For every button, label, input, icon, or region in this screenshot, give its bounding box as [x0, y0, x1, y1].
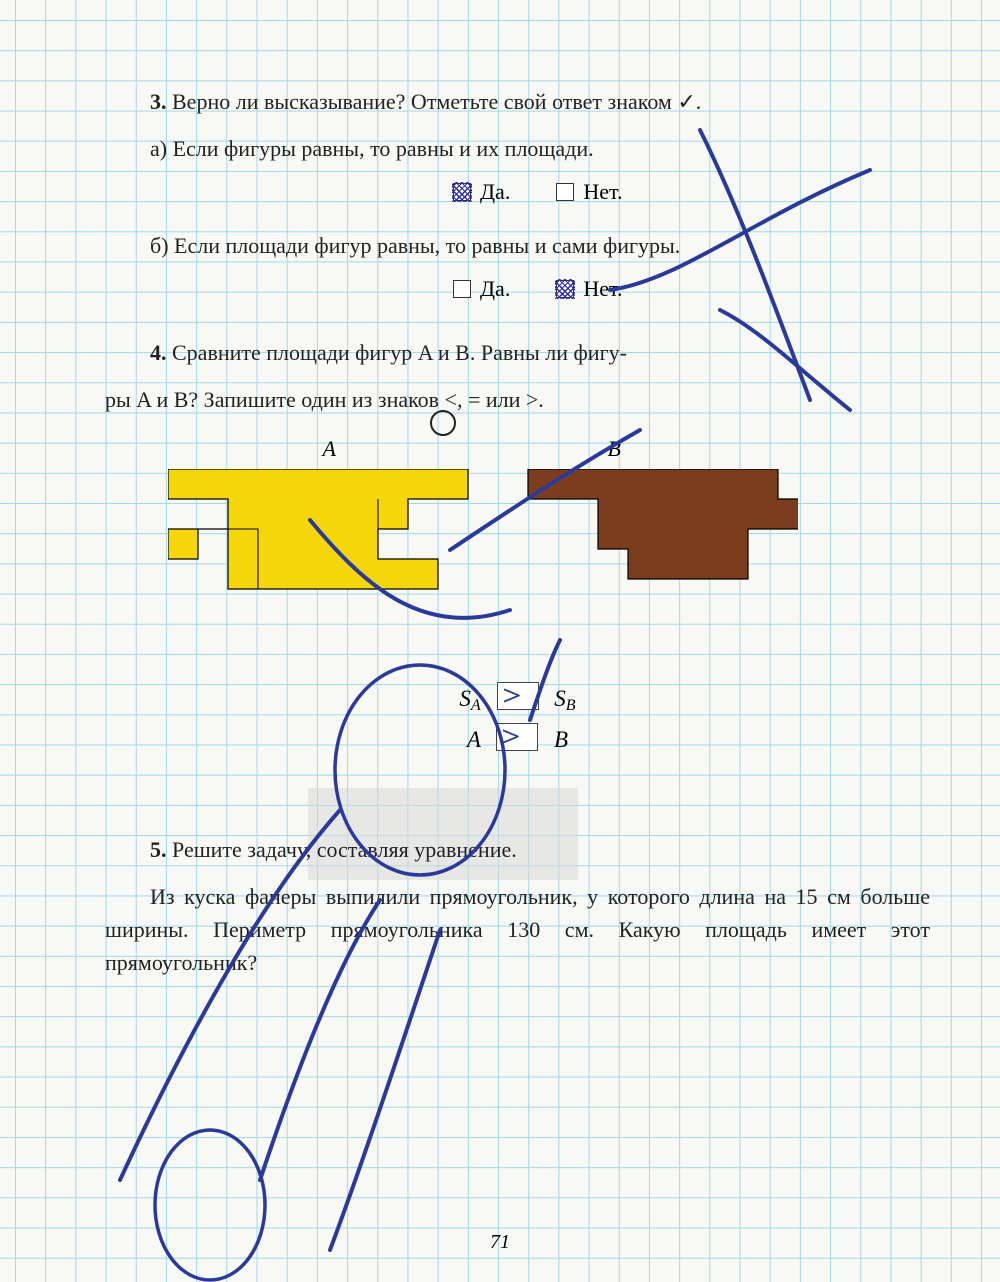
- p3-a-yes-label: Да.: [480, 179, 510, 204]
- shape-a-label: A: [323, 436, 336, 462]
- p3-a-no-checkbox[interactable]: [556, 183, 574, 201]
- p5-body: Из куска фанеры выпилили прямоугольник, …: [105, 880, 930, 979]
- shape-b-label: B: [608, 436, 621, 462]
- shape-a: [168, 469, 478, 599]
- p3-a-answer-row: Да. Нет.: [105, 179, 930, 205]
- p4-comparison-figure: A > B: [105, 723, 930, 753]
- comp2-left: A: [467, 727, 481, 752]
- p3-b-no-checkbox[interactable]: [556, 280, 574, 298]
- p3-b-yes-checkbox[interactable]: [453, 280, 471, 298]
- p3-a-text: а) Если фигуры равны, то равны и их площ…: [105, 132, 930, 165]
- comp2-right: B: [554, 727, 568, 752]
- p3-intro: 3. Верно ли высказывание? Отметьте свой …: [105, 85, 930, 118]
- p4-comparison-area: SA > SB: [105, 682, 930, 715]
- p3-a-yes-checkbox[interactable]: [453, 183, 471, 201]
- comp1-answer-box[interactable]: >: [497, 682, 539, 710]
- p4-intro-2: ры A и B? Запишите один из знаков <, = и…: [105, 383, 930, 416]
- p4-figures: A B: [168, 444, 868, 614]
- p3-b-answer-row: Да. Нет.: [105, 276, 930, 302]
- comp1-right: SB: [554, 686, 575, 711]
- page-number: 71: [0, 1231, 1000, 1254]
- p3-b-no-label: Нет.: [583, 276, 622, 301]
- p3-b-text: б) Если площади фигур равны, то равны и …: [105, 229, 930, 262]
- comp2-answer-box[interactable]: >: [496, 723, 538, 751]
- p5-intro: 5. Решите задачу, составляя уравнение.: [105, 833, 930, 866]
- p3-a-no-label: Нет.: [583, 179, 622, 204]
- shape-b: [498, 469, 798, 589]
- p4-intro-1: 4. Сравните площади фигур A и B. Равны л…: [105, 336, 930, 369]
- p3-b-yes-label: Да.: [480, 276, 510, 301]
- comp1-left: SA: [459, 686, 486, 711]
